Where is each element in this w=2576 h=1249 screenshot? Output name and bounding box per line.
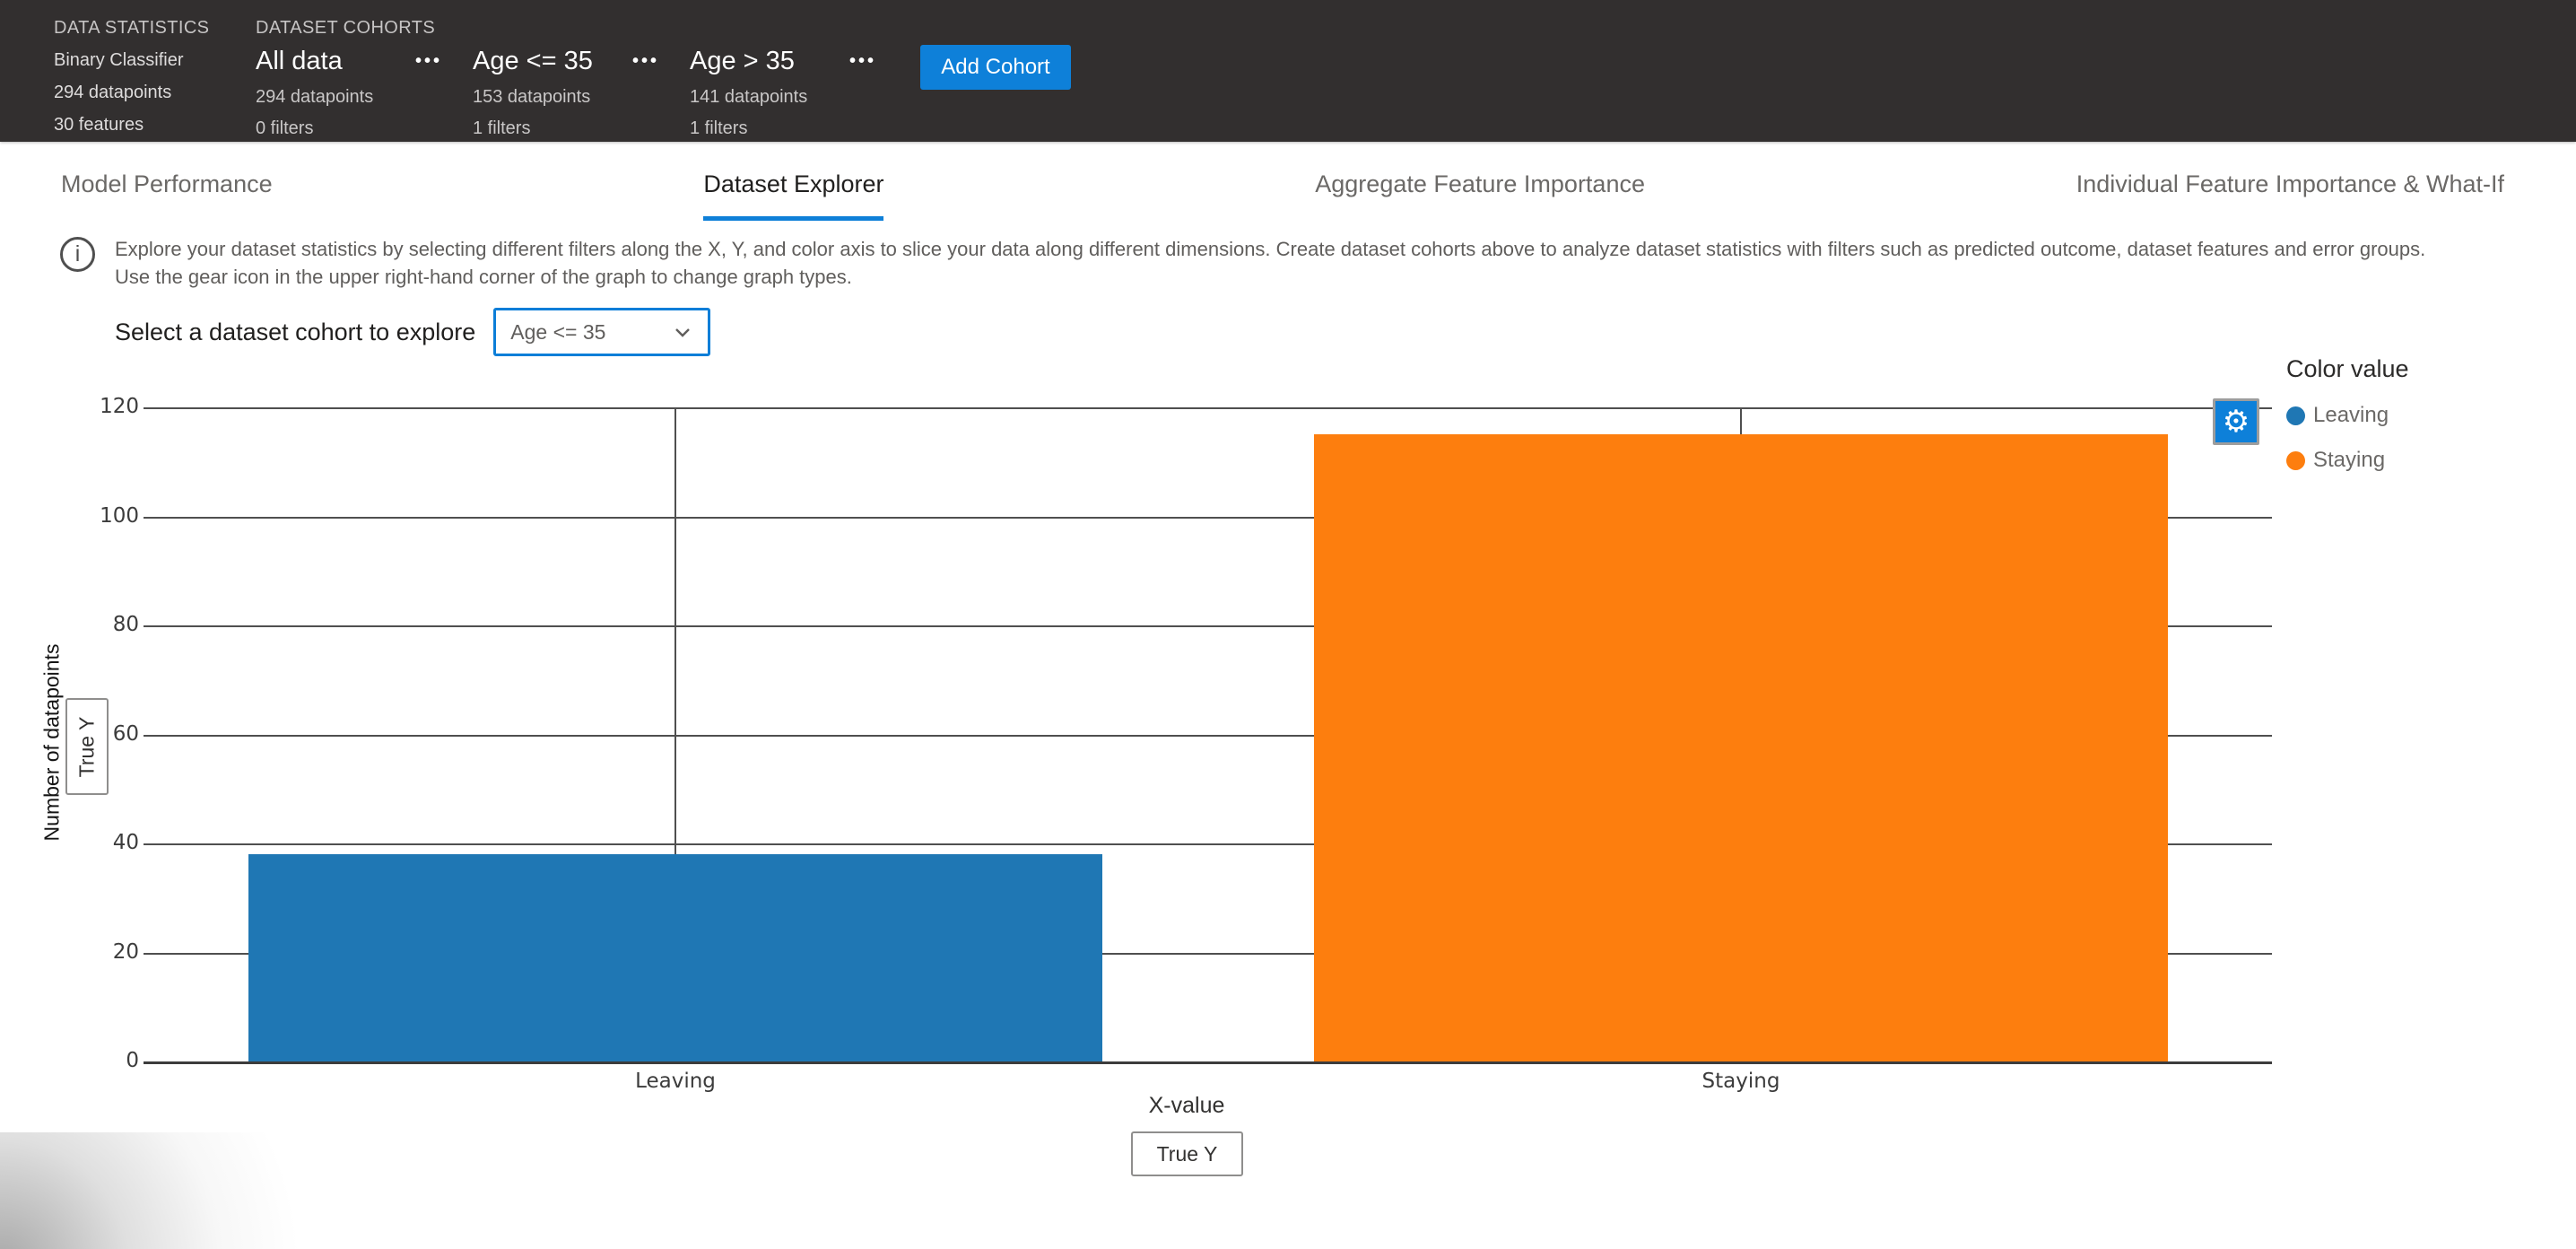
y-tick-label: 80	[112, 613, 139, 636]
cohort-select-dropdown[interactable]: Age <= 35	[493, 308, 711, 356]
data-statistics-panel: DATA STATISTICS Binary Classifier 294 da…	[54, 18, 209, 135]
legend-color-dot	[2286, 406, 2305, 425]
gridline-y120	[144, 407, 2272, 409]
dashboard-header: DATA STATISTICS Binary Classifier 294 da…	[0, 0, 2576, 142]
bar-center-line	[1740, 407, 1742, 434]
model-type-text: Binary Classifier	[54, 50, 184, 70]
legend-item-leaving[interactable]: Leaving	[2286, 403, 2409, 428]
cohort-datapoints: 153 datapoints	[473, 87, 591, 107]
cohort-card-top: Age > 35 •••	[690, 47, 885, 76]
legend-item-label: Leaving	[2313, 403, 2389, 427]
legend-items: Leaving Staying	[2286, 403, 2409, 473]
cohort-card-top: Age <= 35 •••	[473, 47, 668, 76]
info-text-line2: Use the gear icon in the upper right-han…	[115, 266, 852, 288]
cohort-filters: 0 filters	[256, 118, 314, 138]
info-icon: i	[60, 237, 95, 272]
y-axis-selector-button[interactable]: True Y	[65, 698, 109, 795]
cohort-filters: 1 filters	[690, 118, 748, 138]
chevron-down-icon	[675, 328, 691, 337]
tab-model-performance[interactable]: Model Performance	[61, 170, 273, 197]
legend-item-label: Staying	[2313, 448, 2386, 472]
cohort-card-age-35[interactable]: Age <= 35 ••• 153 datapoints 1 filters	[473, 47, 668, 139]
y-tick-label: 60	[112, 722, 139, 746]
cohort-card-all-data[interactable]: All data ••• 294 datapoints 0 filters	[256, 47, 451, 139]
cohort-name: Age <= 35	[473, 47, 593, 75]
cohort-filters: 1 filters	[473, 118, 531, 138]
legend-color-dot	[2286, 450, 2305, 470]
x-axis-title: X-value	[1148, 1093, 1225, 1118]
y-tick-label: 0	[126, 1049, 139, 1072]
gridline-y0	[144, 1061, 2272, 1064]
gridline-y40	[144, 843, 2272, 845]
chart-legend: Color value Leaving Staying	[2286, 355, 2409, 473]
more-options-icon[interactable]: •••	[849, 51, 876, 71]
cohort-card-age-35[interactable]: Age > 35 ••• 141 datapoints 1 filters	[690, 47, 885, 139]
legend-item-staying[interactable]: Staying	[2286, 448, 2409, 473]
chart-settings-button[interactable]: ⚙	[2213, 398, 2259, 445]
gear-icon: ⚙	[2222, 404, 2250, 440]
y-axis-selector-label: True Y	[74, 716, 99, 777]
bar-staying[interactable]	[1314, 434, 2168, 1061]
cohort-datapoints: 141 datapoints	[690, 87, 808, 107]
gridline-y60	[144, 735, 2272, 737]
data-statistics-label: DATA STATISTICS	[54, 18, 210, 38]
cohort-selector-row: Select a dataset cohort to explore Age <…	[115, 308, 711, 356]
datapoints-count-text: 294 datapoints	[54, 83, 172, 102]
more-options-icon[interactable]: •••	[631, 51, 659, 71]
y-tick-label: 40	[112, 831, 139, 854]
cohort-name: Age > 35	[690, 47, 795, 75]
info-text: Explore your dataset statistics by selec…	[115, 235, 2425, 291]
tab-dataset-explorer[interactable]: Dataset Explorer	[703, 170, 884, 221]
gridline-y100	[144, 517, 2272, 519]
gridline-y20	[144, 953, 2272, 955]
x-tick-label: Leaving	[635, 1070, 716, 1093]
tab-individual-feature-importance-what-if[interactable]: Individual Feature Importance & What-If	[2076, 170, 2504, 197]
corner-shadow	[0, 1132, 377, 1249]
cohort-card-top: All data •••	[256, 47, 451, 76]
tab-bar: Model Performance Dataset Explorer Aggrega…	[0, 142, 2576, 223]
y-tick-label: 20	[112, 940, 139, 964]
tab-aggregate-feature-importance[interactable]: Aggregate Feature Importance	[1315, 170, 1645, 197]
x-axis-selector-button[interactable]: True Y	[1131, 1131, 1243, 1176]
cohort-name: All data	[256, 47, 343, 75]
dataset-cohorts-panel: DATASET COHORTS All data ••• 294 datapoint…	[256, 18, 907, 139]
dataset-cohorts-label: DATASET COHORTS	[256, 18, 436, 38]
bar-center-line	[674, 407, 676, 854]
y-tick-label: 100	[100, 504, 139, 528]
x-tick-label: Staying	[1701, 1070, 1780, 1093]
features-count-text: 30 features	[54, 115, 144, 135]
cohort-selector-label: Select a dataset cohort to explore	[115, 318, 476, 345]
info-banner: i Explore your dataset statistics by sel…	[60, 235, 2518, 291]
y-axis-title: Number of datapoints	[39, 643, 64, 842]
cohort-select-value: Age <= 35	[510, 319, 606, 344]
more-options-icon[interactable]: •••	[414, 51, 442, 71]
y-tick-label: 120	[100, 395, 139, 418]
gridline-y80	[144, 625, 2272, 627]
info-text-line1: Explore your dataset statistics by selec…	[115, 238, 2426, 260]
cohort-card-list: All data ••• 294 datapoints 0 filters Age <=…	[256, 47, 907, 139]
bar-leaving[interactable]	[248, 854, 1102, 1061]
add-cohort-button[interactable]: Add Cohort	[920, 45, 1071, 90]
x-axis-selector-label: True Y	[1156, 1141, 1218, 1166]
cohort-datapoints: 294 datapoints	[256, 87, 374, 107]
legend-title: Color value	[2286, 355, 2409, 382]
